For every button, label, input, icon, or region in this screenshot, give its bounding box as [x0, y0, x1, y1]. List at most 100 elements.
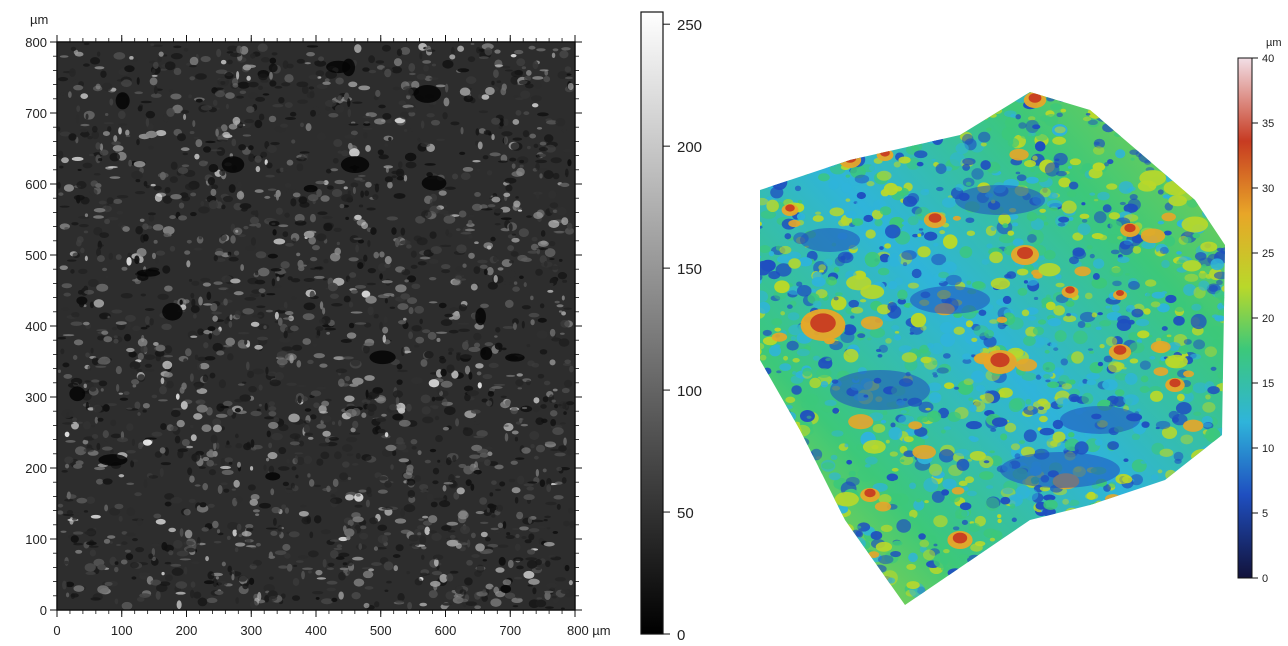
texture-speck [548, 554, 556, 558]
surface-speck [1139, 602, 1156, 605]
texture-speck [475, 128, 480, 136]
surface-speck [942, 119, 947, 122]
texture-speck [73, 84, 84, 91]
surface-speck [1208, 132, 1220, 142]
surface-speck [1062, 92, 1077, 96]
texture-speck [384, 262, 391, 269]
texture-speck [406, 403, 412, 412]
texture-speck [470, 532, 476, 539]
texture-speck [91, 379, 100, 383]
texture-speck [364, 121, 370, 124]
texture-speck [428, 259, 439, 264]
texture-speck [410, 264, 418, 269]
surface-speck [814, 514, 829, 526]
texture-speck [408, 534, 419, 542]
surface-ridge [1137, 180, 1157, 192]
y-tick-label: 300 [25, 390, 47, 405]
surface-speck [1177, 504, 1191, 514]
texture-speck [237, 461, 241, 468]
texture-speck [347, 108, 352, 118]
surface-speck [760, 567, 764, 577]
surface-speck [1127, 319, 1135, 325]
surface-speck [1131, 234, 1144, 244]
surface-speck [1087, 97, 1101, 105]
surface-speck [1057, 222, 1066, 227]
texture-speck [87, 365, 92, 371]
surface-speck [953, 326, 965, 335]
texture-speck [535, 162, 540, 171]
texture-speck [347, 190, 351, 197]
surface-speck [899, 108, 908, 117]
surface-speck [1168, 127, 1176, 134]
texture-speck [288, 413, 300, 423]
texture-speck [316, 423, 327, 429]
texture-speck [100, 70, 107, 78]
surface-speck [1167, 500, 1173, 504]
surface-speck [1217, 372, 1225, 380]
texture-speck [344, 375, 351, 382]
surface-speck [894, 603, 904, 605]
texture-speck [157, 56, 162, 63]
x-tick-label: 500 [370, 623, 392, 638]
texture-speck [327, 282, 338, 292]
texture-speck [319, 363, 328, 368]
texture-speck [208, 200, 218, 210]
surface-speck [1049, 342, 1058, 348]
texture-speck [268, 442, 273, 449]
surface-speck [765, 455, 779, 467]
texture-speck [273, 417, 280, 423]
texture-speck [365, 181, 372, 188]
texture-speck [467, 539, 471, 548]
y-tick-label: 600 [25, 177, 47, 192]
surface-speck [1038, 406, 1045, 410]
texture-speck [126, 407, 133, 410]
texture-speck [401, 449, 409, 453]
surface-speck [854, 174, 870, 184]
texture-speck [487, 503, 495, 509]
texture-speck [399, 111, 409, 120]
texture-speck [512, 605, 519, 608]
texture-speck [271, 432, 283, 441]
texture-speck [94, 466, 106, 471]
texture-speck [523, 494, 535, 501]
texture-speck [201, 527, 209, 532]
surface-speck [1004, 110, 1017, 118]
surface-speck [1044, 578, 1057, 591]
texture-speck [70, 593, 75, 599]
surface-speck [1072, 232, 1084, 241]
surface-speck [1111, 304, 1120, 312]
surface-speck [1202, 401, 1216, 413]
surface-speck [794, 185, 802, 192]
texture-speck [521, 447, 531, 454]
texture-speck [215, 128, 219, 137]
texture-speck [212, 418, 222, 427]
texture-speck [153, 342, 159, 346]
texture-speck [339, 567, 349, 571]
texture-speck [298, 440, 305, 447]
surface-speck [885, 224, 901, 239]
texture-speck [403, 129, 408, 132]
texture-speck [206, 291, 212, 301]
texture-speck [453, 491, 460, 500]
surface-speck [803, 600, 816, 605]
surface-speck [1032, 155, 1038, 161]
surface-speck [921, 590, 938, 604]
texture-speck [220, 465, 232, 470]
texture-speck [396, 379, 403, 385]
texture-speck [550, 418, 557, 427]
texture-speck [395, 443, 407, 451]
surface-speck [1217, 185, 1225, 190]
surface-speck [840, 331, 855, 344]
surface-speck [762, 329, 772, 337]
texture-speck [284, 507, 290, 514]
surface-speck [871, 568, 880, 576]
texture-speck [439, 500, 451, 508]
texture-speck [198, 296, 203, 306]
surface-speck [1029, 590, 1037, 595]
texture-speck [561, 47, 571, 51]
surface-speck [1002, 92, 1011, 98]
texture-speck [474, 605, 482, 610]
surface-speck [751, 261, 760, 267]
texture-speck [490, 236, 496, 242]
texture-speck [152, 252, 156, 260]
